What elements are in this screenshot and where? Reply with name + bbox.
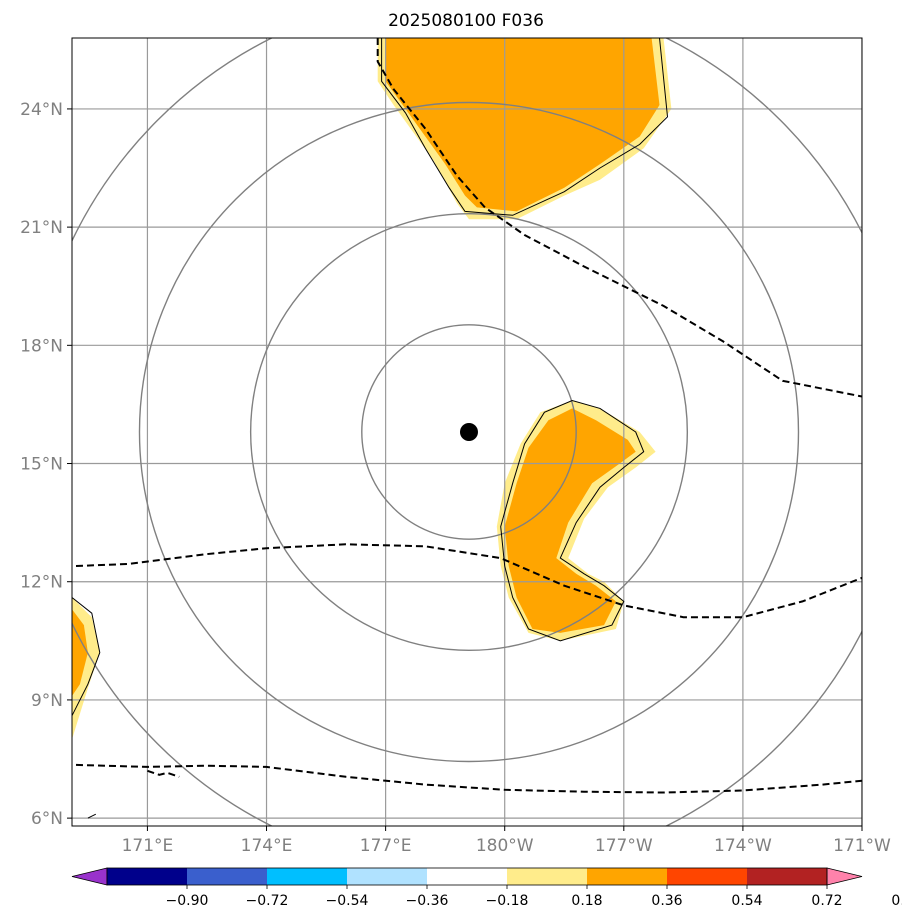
colorbar-outline	[106, 867, 828, 886]
colorbar-bin	[427, 868, 508, 885]
colorbar-bin	[667, 868, 748, 885]
colorbar-extend-min	[71, 867, 108, 886]
y-tick-label: 6°N	[31, 809, 63, 829]
range-ring	[138, 101, 800, 763]
colorbar-tick-label: 0.90	[891, 893, 902, 909]
colorbar-bin	[187, 868, 268, 885]
y-tick-label: 24°N	[20, 100, 63, 120]
chart-title: 2025080100 F036	[388, 11, 544, 31]
colorbar: −0.90 −0.72 −0.54 −0.36 −0.18 0.18 0.36 0.54 0.7…	[71, 867, 902, 909]
colorbar-tick-label: 0.54	[731, 893, 762, 909]
x-tick-label: 171°W	[833, 836, 891, 856]
dashed-contour	[147, 769, 180, 778]
y-tick-label: 12°N	[20, 573, 63, 593]
y-tick-label: 18°N	[20, 336, 63, 356]
range-ring	[249, 212, 689, 652]
dashed-contour	[75, 543, 862, 619]
colorbar-tick-label: 0.36	[651, 893, 682, 909]
colorbar-bin	[267, 868, 348, 885]
y-tick-label: 21°N	[20, 218, 63, 238]
axis-ticks: 171°E 174°E 177°E 180°W 177°W 174°W 171°W 6°N 9°…	[20, 100, 891, 856]
storm-center-marker	[459, 423, 478, 441]
x-tick-label: 177°W	[595, 836, 653, 856]
x-tick-label: 174°W	[714, 836, 772, 856]
colorbar-tick-label: −0.18	[486, 893, 529, 909]
solid-contour	[87, 813, 97, 819]
south-blob-fill-inner	[504, 408, 636, 633]
x-tick-label: 174°E	[241, 836, 293, 856]
colorbar-extend-max	[826, 867, 863, 886]
solid-contour	[72, 597, 101, 716]
map-plot-area	[72, 38, 862, 826]
colorbar-bin	[587, 868, 668, 885]
dashed-contour	[376, 38, 862, 398]
colorbar-bin	[107, 868, 188, 885]
colorbar-bin	[507, 868, 588, 885]
colorbar-bin	[747, 868, 828, 885]
colorbar-tick-label: 0.72	[811, 893, 842, 909]
x-tick-label: 180°W	[476, 836, 534, 856]
north-blob-fill-inner	[385, 38, 660, 212]
dashed-contour	[75, 763, 862, 794]
range-ring	[361, 324, 577, 540]
colorbar-tick-label: −0.72	[246, 893, 289, 909]
colorbar-tick-label: −0.90	[166, 893, 209, 909]
x-tick-label: 177°E	[360, 836, 412, 856]
colorbar-bin	[347, 868, 428, 885]
y-tick-label: 9°N	[31, 691, 63, 711]
solid-contour	[381, 38, 669, 216]
colorbar-tick-label: −0.54	[326, 893, 369, 909]
x-tick-label: 171°E	[122, 836, 174, 856]
solid-contour	[500, 399, 645, 642]
map-frame	[71, 37, 863, 827]
colorbar-tick-label: −0.36	[406, 893, 449, 909]
y-tick-label: 15°N	[20, 455, 63, 475]
colorbar-tick-label: 0.18	[571, 893, 602, 909]
